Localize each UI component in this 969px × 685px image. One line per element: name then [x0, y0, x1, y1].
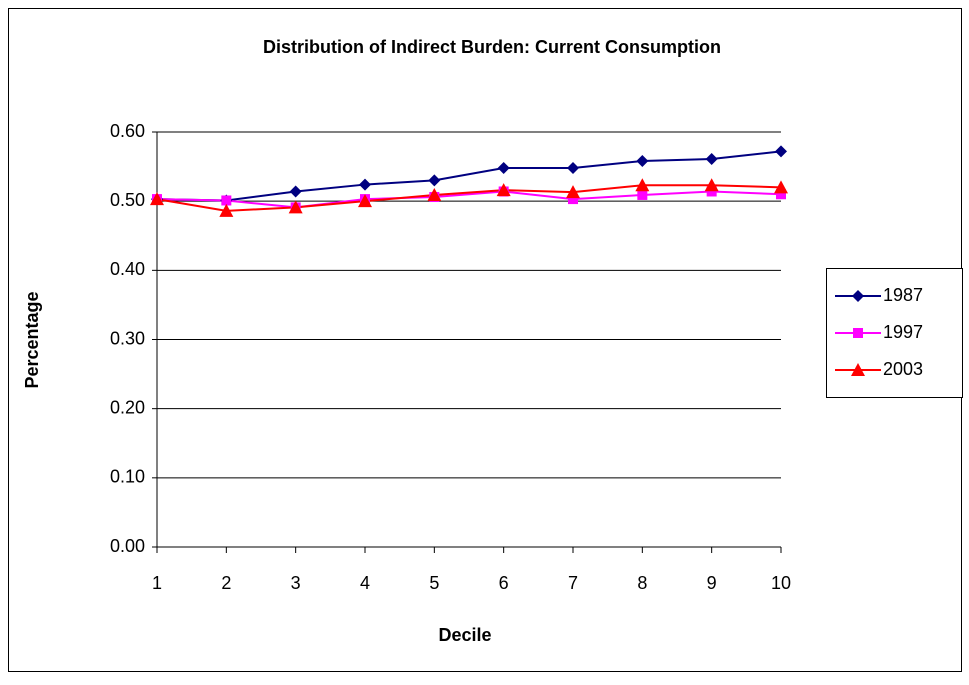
marker: [221, 195, 232, 206]
marker: [706, 186, 717, 197]
marker: [635, 178, 650, 192]
marker: [359, 178, 371, 191]
x-tick-label: 5: [429, 573, 439, 593]
y-tick-label: 0.50: [110, 190, 145, 210]
marker: [566, 185, 580, 199]
x-tick-label: 7: [568, 573, 578, 593]
x-tick-label: 4: [360, 573, 370, 593]
y-tick-label: 0.30: [110, 328, 145, 348]
series-line: [156, 190, 782, 209]
marker: [496, 183, 511, 197]
marker: [851, 363, 865, 376]
series-line: [156, 184, 782, 212]
marker: [358, 194, 372, 208]
x-axis-label: Decile: [438, 625, 491, 645]
marker: [568, 194, 578, 205]
marker: [567, 161, 579, 174]
x-tick-label: 1: [152, 573, 162, 593]
x-tick-label: 8: [637, 573, 647, 593]
y-tick-label: 0.00: [110, 536, 145, 556]
x-tick-label: 3: [291, 573, 301, 593]
marker: [428, 174, 441, 187]
marker: [637, 189, 648, 200]
marker: [776, 189, 786, 200]
x-tick-label: 2: [221, 573, 231, 593]
legend-label: 2003: [883, 359, 923, 379]
marker: [289, 185, 302, 198]
x-tick-label: 10: [771, 573, 791, 593]
x-tick-label: 6: [499, 573, 509, 593]
marker: [852, 290, 864, 302]
y-tick-label: 0.40: [110, 259, 145, 279]
marker: [219, 203, 234, 217]
marker: [774, 180, 788, 194]
marker: [704, 178, 719, 192]
marker: [427, 187, 442, 201]
marker: [705, 152, 718, 165]
legend-label: 1997: [883, 322, 923, 342]
y-tick-label: 0.20: [110, 397, 145, 417]
marker: [853, 328, 863, 338]
y-tick-label: 0.60: [110, 121, 145, 141]
marker: [775, 145, 787, 158]
legend-label: 1987: [883, 285, 923, 305]
marker: [636, 155, 649, 168]
marker: [288, 200, 303, 214]
series-line: [156, 150, 782, 202]
y-tick-label: 0.10: [110, 467, 145, 487]
marker: [497, 161, 510, 174]
y-axis-label: Percentage: [22, 291, 42, 388]
x-tick-label: 9: [707, 573, 717, 593]
marker: [150, 192, 164, 206]
chart-title: Distribution of Indirect Burden: Current…: [263, 37, 721, 57]
